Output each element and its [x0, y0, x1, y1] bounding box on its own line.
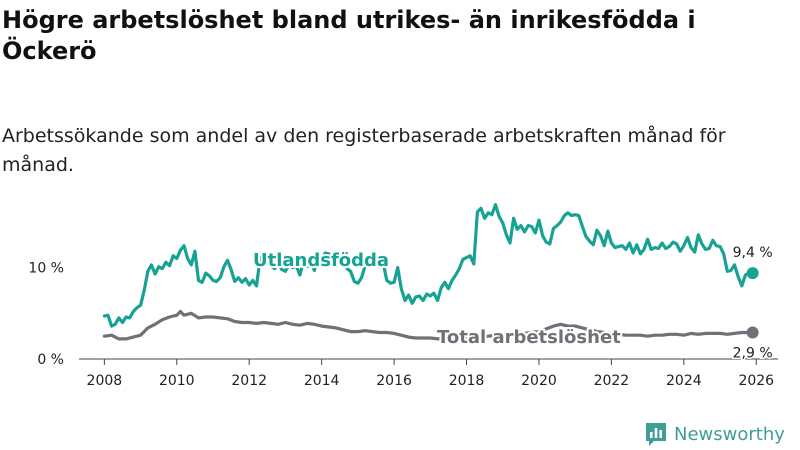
x-tick-label: 2018	[449, 373, 485, 389]
x-tick-label: 2010	[159, 373, 195, 389]
newsworthy-branding: Newsworthy	[644, 420, 785, 448]
series-label-1: Total arbetslöshet	[437, 327, 621, 348]
x-tick-label: 2026	[738, 373, 774, 389]
brand-name: Newsworthy	[674, 423, 785, 445]
series-end-label-1: 2,9 %	[733, 346, 773, 362]
y-tick-label: 10 %	[28, 261, 64, 277]
series-layer	[102, 203, 759, 341]
x-tick-label: 2022	[594, 373, 630, 389]
chart-title: Högre arbetslöshet bland utrikes- än inr…	[2, 6, 696, 65]
newsworthy-logo-icon	[646, 423, 666, 446]
series-end-dot-0	[746, 267, 759, 280]
x-tick-label: 2012	[231, 373, 267, 389]
label-layer: Utlandsfödda Total arbetslöshet 9,4 % 2,9 %	[251, 244, 774, 363]
series-label-0: Utlandsfödda	[253, 250, 389, 271]
line-chart: 0 % 10 % 2008 2010 2012 2014 2016 2018 2020 2022…	[28, 203, 778, 389]
x-tick-label: 2016	[376, 373, 412, 389]
x-axis: 2008 2010 2012 2014 2016 2018 2020 2022 2024 2026	[87, 359, 774, 389]
y-axis: 0 % 10 %	[28, 261, 64, 368]
x-tick-label: 2014	[304, 373, 340, 389]
x-tick-label: 2008	[87, 373, 123, 389]
x-tick-label: 2024	[666, 373, 702, 389]
series-line-1	[102, 309, 755, 341]
x-tick-label: 2020	[521, 373, 557, 389]
series-end-label-0: 9,4 %	[733, 245, 773, 261]
series-line-0	[102, 203, 755, 328]
chart-subtitle: Arbetssökande som andel av den registerb…	[2, 125, 726, 176]
series-end-dot-1	[746, 326, 759, 339]
y-tick-label: 0 %	[37, 352, 64, 368]
